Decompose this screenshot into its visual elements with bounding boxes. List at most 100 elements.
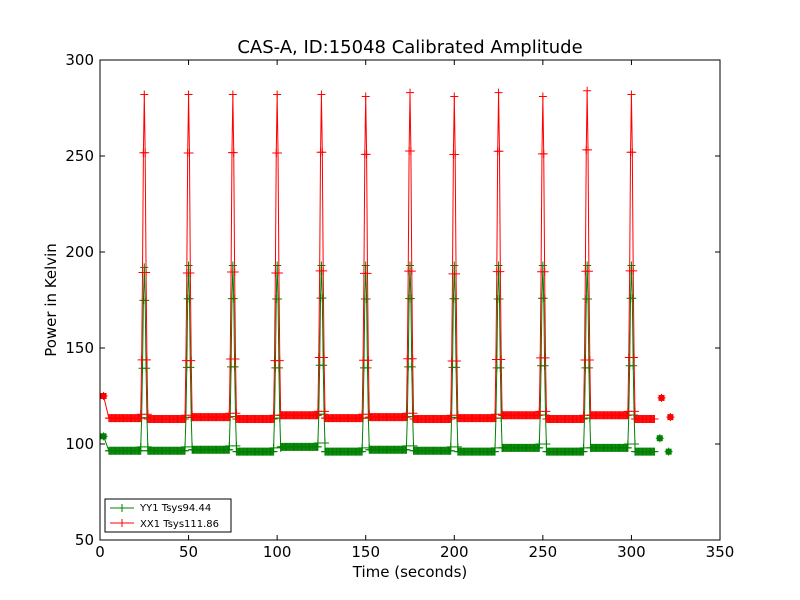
plot-background bbox=[100, 60, 720, 540]
y-tick-label: 50 bbox=[75, 531, 94, 549]
legend-box bbox=[104, 498, 232, 533]
data-point-marker bbox=[273, 90, 282, 99]
data-point-marker bbox=[320, 353, 329, 362]
data-point-marker bbox=[319, 266, 328, 275]
data-point-marker bbox=[142, 355, 151, 364]
data-point-marker bbox=[494, 261, 503, 270]
data-point-marker bbox=[402, 409, 411, 418]
data-point-marker bbox=[538, 92, 547, 101]
plot-frame bbox=[99, 59, 721, 541]
data-point-marker bbox=[317, 261, 326, 270]
data-point-marker bbox=[535, 440, 544, 448]
x-tick-label: 50 bbox=[179, 543, 198, 561]
data-point-marker bbox=[630, 353, 639, 362]
data-point-marker bbox=[623, 407, 632, 416]
data-point-marker bbox=[650, 447, 659, 456]
legend: YY1 Tsys94.44 XX1 Tsys111.86 bbox=[104, 498, 232, 533]
y-tick-label: 200 bbox=[65, 243, 94, 261]
data-point-marker bbox=[630, 440, 639, 448]
data-point-marker bbox=[540, 361, 549, 370]
data-point-marker bbox=[585, 355, 594, 364]
data-point-marker bbox=[584, 363, 593, 372]
data-point-marker bbox=[136, 410, 145, 419]
data-point-marker bbox=[627, 90, 636, 99]
data-point-marker bbox=[230, 267, 239, 276]
x-tick-label: 150 bbox=[351, 543, 380, 561]
tail-point-marker bbox=[667, 414, 674, 421]
data-point-marker bbox=[540, 267, 549, 276]
legend-marker-yy1 bbox=[118, 504, 126, 512]
data-point-marker bbox=[583, 86, 592, 95]
data-point-marker bbox=[450, 261, 459, 270]
data-point-marker bbox=[269, 411, 278, 420]
data-point-marker bbox=[363, 363, 372, 372]
data-point-marker bbox=[583, 261, 592, 270]
data-point-marker bbox=[274, 269, 283, 278]
data-point-marker bbox=[181, 411, 190, 420]
data-point-marker bbox=[452, 269, 461, 278]
data-point-marker bbox=[320, 439, 329, 448]
data-point-marker bbox=[186, 363, 195, 372]
data-point-marker bbox=[319, 361, 328, 370]
data-point-marker bbox=[228, 90, 237, 99]
data-point-marker bbox=[584, 267, 593, 276]
data-point-marker bbox=[363, 269, 372, 278]
data-point-marker bbox=[318, 148, 327, 157]
data-point-marker bbox=[274, 148, 283, 157]
data-point-marker bbox=[229, 148, 238, 157]
series-layer bbox=[99, 86, 675, 456]
data-point-marker bbox=[491, 443, 500, 452]
data-point-marker bbox=[407, 267, 416, 276]
data-point-marker bbox=[274, 363, 283, 372]
data-point-marker bbox=[541, 353, 550, 362]
data-point-marker bbox=[623, 440, 632, 448]
data-point-marker bbox=[140, 90, 149, 99]
y-tick-label: 250 bbox=[65, 147, 94, 165]
data-point-marker bbox=[446, 411, 455, 420]
legend-label-yy1: YY1 Tsys94.44 bbox=[139, 503, 211, 514]
series-yy1 bbox=[99, 261, 673, 456]
data-point-marker bbox=[181, 442, 190, 451]
data-point-marker bbox=[225, 441, 234, 450]
data-point-marker bbox=[225, 409, 234, 418]
data-point-marker bbox=[407, 362, 416, 371]
tail-point-marker bbox=[656, 435, 663, 442]
data-point-marker bbox=[140, 263, 149, 272]
legend-label-xx1: XX1 Tsys111.86 bbox=[140, 519, 219, 530]
data-point-marker bbox=[231, 355, 240, 364]
data-point-marker bbox=[184, 90, 193, 99]
data-point-marker bbox=[650, 415, 659, 424]
data-point-marker bbox=[362, 150, 371, 159]
data-point-marker bbox=[142, 364, 151, 373]
data-point-marker bbox=[187, 356, 196, 365]
data-point-marker bbox=[450, 92, 459, 101]
data-point-marker bbox=[542, 407, 551, 416]
data-point-marker bbox=[358, 443, 367, 452]
data-point-marker bbox=[364, 356, 373, 365]
data-point-marker bbox=[313, 439, 322, 448]
x-axis-label: Time (seconds) bbox=[352, 563, 468, 581]
data-point-marker bbox=[491, 410, 500, 419]
data-point-marker bbox=[186, 269, 195, 278]
data-point-marker bbox=[358, 410, 367, 419]
data-point-marker bbox=[451, 150, 460, 159]
data-point-marker bbox=[494, 88, 503, 97]
data-point-marker bbox=[579, 443, 588, 452]
data-point-marker bbox=[584, 145, 593, 154]
y-tick-label: 100 bbox=[65, 435, 94, 453]
data-point-marker bbox=[406, 88, 414, 97]
start-point-marker bbox=[100, 433, 107, 440]
data-point-marker bbox=[446, 442, 455, 451]
data-point-marker bbox=[361, 261, 370, 270]
x-tick-label: 350 bbox=[706, 543, 735, 561]
data-point-marker bbox=[142, 268, 151, 277]
legend-marker-xx1 bbox=[118, 519, 126, 527]
data-point-marker bbox=[579, 411, 588, 420]
data-point-marker bbox=[184, 261, 193, 270]
data-point-marker bbox=[630, 407, 639, 416]
data-point-marker bbox=[452, 363, 461, 372]
chart-title: CAS-A, ID:15048 Calibrated Amplitude bbox=[237, 37, 582, 58]
data-point-marker bbox=[136, 442, 145, 451]
